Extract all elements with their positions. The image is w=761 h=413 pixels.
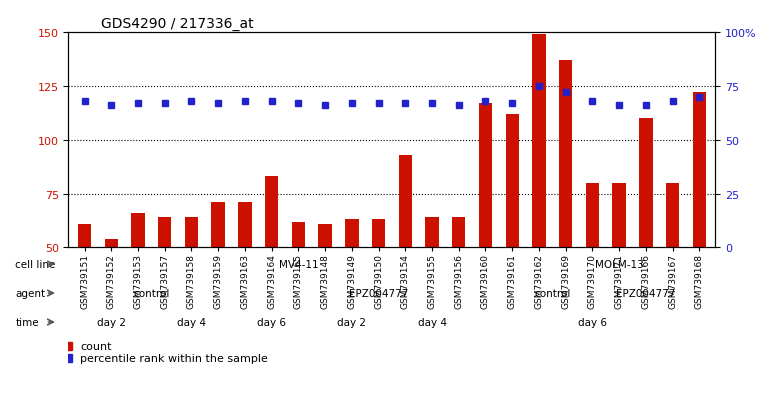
Bar [425,218,438,248]
Text: percentile rank within the sample: percentile rank within the sample [80,354,268,363]
Text: agent: agent [15,288,46,298]
Bar [639,119,652,248]
Text: control: control [133,288,170,298]
Bar [613,183,626,248]
Text: day 6: day 6 [257,317,286,327]
Bar [158,218,171,248]
Bar [479,104,492,248]
Bar [318,224,332,248]
Text: GDS4290 / 217336_at: GDS4290 / 217336_at [100,17,253,31]
Bar [666,183,680,248]
Text: day 4: day 4 [418,317,447,327]
Bar [452,218,466,248]
Text: cell line: cell line [15,259,56,269]
Text: day 2: day 2 [97,317,126,327]
Text: EPZ004777: EPZ004777 [616,288,676,298]
Bar [265,177,279,248]
Text: day 2: day 2 [337,317,366,327]
Bar [238,203,252,248]
Bar [372,220,385,248]
Bar [559,61,572,248]
Bar [78,224,91,248]
Bar [104,239,118,248]
Bar [505,115,519,248]
Text: day 6: day 6 [578,317,607,327]
Text: time: time [15,317,39,327]
Bar [693,93,706,248]
Bar [132,214,145,248]
Bar [185,218,198,248]
Text: count: count [80,341,111,351]
Text: day 4: day 4 [177,317,206,327]
Text: MOLM-13: MOLM-13 [595,259,644,269]
Bar [399,155,412,248]
Bar [212,203,224,248]
Bar [532,35,546,248]
Text: control: control [534,288,571,298]
Text: EPZ004777: EPZ004777 [349,288,408,298]
Bar [586,183,599,248]
Text: MV4-11: MV4-11 [279,259,318,269]
Bar [291,222,305,248]
Bar [345,220,358,248]
